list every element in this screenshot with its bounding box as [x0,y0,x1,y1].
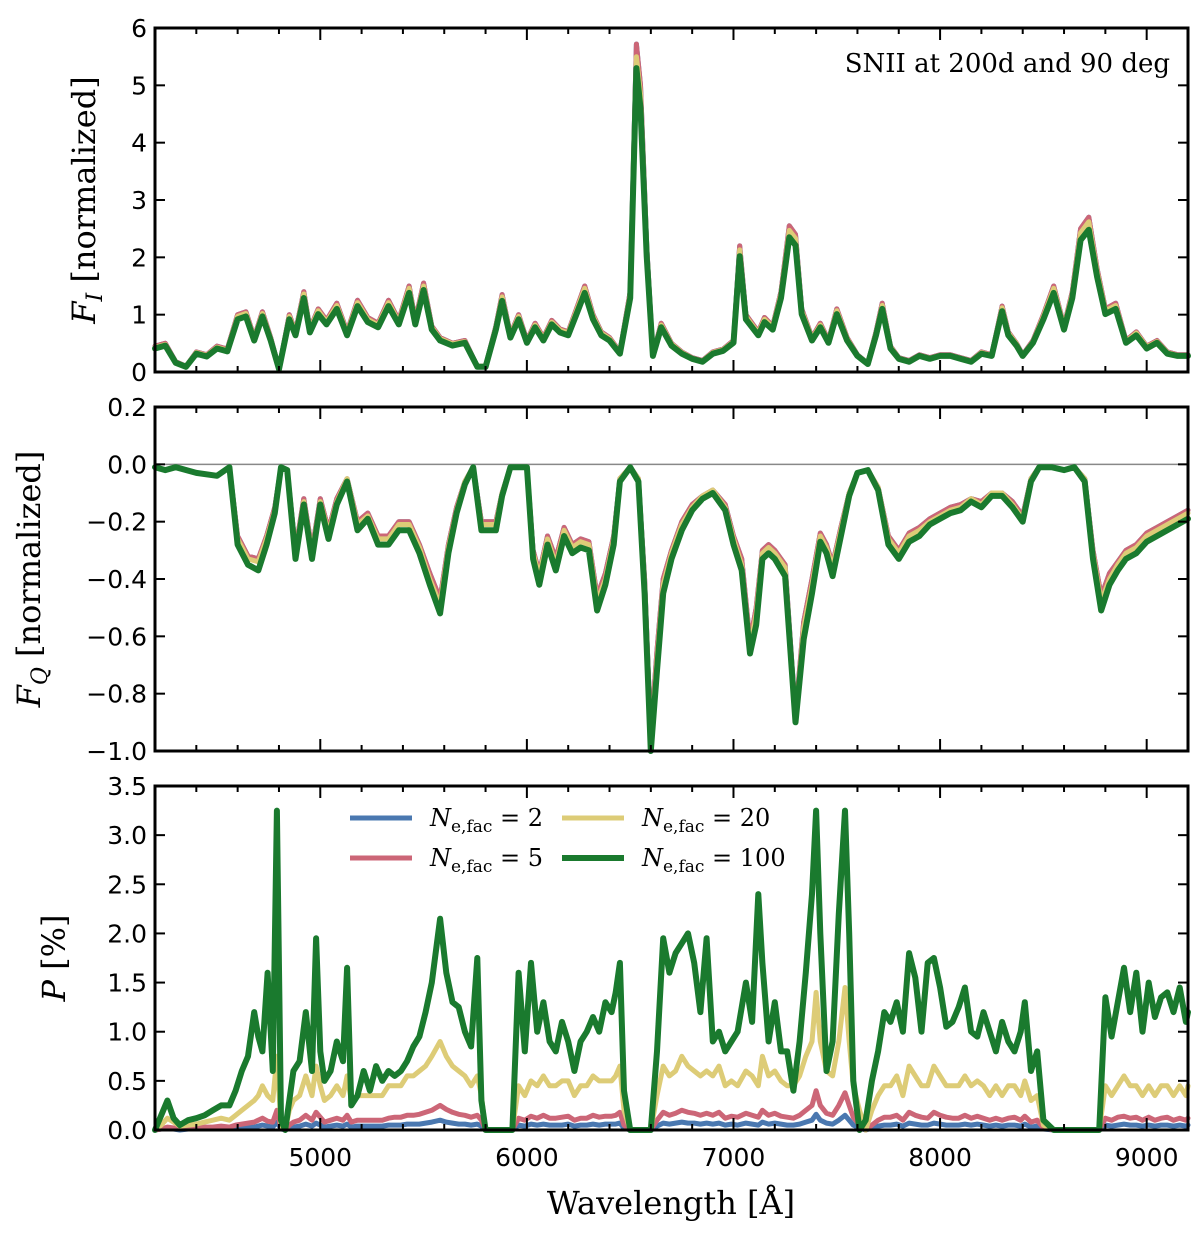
p-ytick-label: 0.5 [107,1067,147,1096]
fi-ytick-label: 2 [131,243,147,272]
xtick-label: 5000 [288,1143,352,1172]
fi-ytick-label: 6 [131,14,147,43]
xtick-label: 8000 [908,1143,972,1172]
legend-label-ne2: Ne,fac = 2 [429,804,543,837]
p-y-ticks: 0.0 0.5 1.0 1.5 2.0 2.5 3.0 3.5 [107,772,1189,1145]
p-ytick-label: 2.0 [107,919,147,948]
fq-series-ne2 [152,464,1191,740]
p-ytick-label: 0.0 [107,1116,147,1145]
xtick-label: 6000 [495,1143,559,1172]
x-ticks: 5000 6000 7000 8000 9000 [288,1143,1178,1172]
legend-ne100-eq: = 100 [704,844,785,872]
p-series-ne20 [152,985,1191,1133]
p-series-ne100 [152,807,1191,1133]
fq-ylabel-var: F [10,683,48,708]
fq-series-group [152,464,1191,754]
fi-ytick-label: 1 [131,301,147,330]
legend-label-ne20: Ne,fac = 20 [641,804,770,837]
fi-series-ne100 [152,65,1191,373]
fq-ytick-label: 0.0 [107,450,147,479]
fi-ylabel-var: F [65,300,103,325]
fi-ytick-label: 0 [131,358,147,387]
panel-flux-q: −1.0 −0.8 −0.6 −0.4 −0.2 0.0 0.2 FQ [normalize… [10,393,1191,766]
fq-ytick-label: −1.0 [86,737,147,766]
legend-ne5-sub: e,fac [451,857,492,877]
fq-plot-frame [153,405,1190,753]
fq-series-ne20 [152,464,1191,748]
fq-ytick-label: 0.2 [107,393,147,422]
legend-ne2-var: N [429,804,452,832]
fi-series-group [152,41,1191,373]
legend-ne20-var: N [641,804,664,832]
p-ytick-label: 3.0 [107,821,147,850]
fq-ylabel: FQ [normalized] [10,451,53,709]
fq-ytick-label: −0.2 [86,508,147,537]
fq-ytick-label: −0.4 [86,565,147,594]
fq-series-ne5 [152,464,1191,740]
legend: Ne,fac = 2 Ne,fac = 5 Ne,fac = 20 Ne,fac… [350,804,786,877]
legend-label-ne100: Ne,fac = 100 [641,844,786,877]
legend-ne5-var: N [429,844,452,872]
fi-ylabel-text: [normalized] [65,76,103,292]
fi-ylabel-sub: I [83,291,108,302]
p-series-ne5 [152,1088,1191,1133]
panel-flux-intensity: 0 1 2 3 4 5 6 SNII at 200d and 90 deg FI [norm… [65,14,1191,387]
fq-series-ne100 [152,464,1191,754]
fi-y-ticks: 0 1 2 3 4 5 6 [131,14,1189,387]
p-plot-frame [153,784,1190,1132]
fi-ytick-label: 3 [131,186,147,215]
xtick-label: 7000 [702,1143,766,1172]
fq-ylabel-sub: Q [28,667,53,685]
xtick-label: 9000 [1115,1143,1179,1172]
legend-ne100-var: N [641,844,664,872]
p-ytick-label: 3.5 [107,772,147,801]
legend-ne5-eq: = 5 [492,844,543,872]
fq-y-ticks: −1.0 −0.8 −0.6 −0.4 −0.2 0.0 0.2 [86,393,1189,766]
p-ytick-label: 1.0 [107,1018,147,1047]
p-ytick-label: 1.5 [107,969,147,998]
p-ylabel-var: P [35,980,73,1003]
p-ylabel-text: [%] [35,914,73,980]
p-ytick-label: 2.5 [107,870,147,899]
panel-polarization: 0.0 0.5 1.0 1.5 2.0 2.5 3.0 3.5 5000 6000 7000 800… [35,772,1191,1222]
fi-ylabel: FI [normalized] [65,76,108,324]
x-axis-label: Wavelength [Å] [547,1184,795,1222]
fi-ytick-label: 5 [131,71,147,100]
fq-ytick-label: −0.8 [86,680,147,709]
legend-ne20-sub: e,fac [663,817,704,837]
fq-ytick-label: −0.6 [86,622,147,651]
legend-label-ne5: Ne,fac = 5 [429,844,543,877]
legend-ne2-sub: e,fac [451,817,492,837]
legend-ne20-eq: = 20 [704,804,770,832]
fq-ylabel-text: [normalized] [10,451,48,667]
fi-ytick-label: 4 [131,129,147,158]
p-ylabel: P [%] [35,914,73,1002]
legend-ne2-eq: = 2 [492,804,543,832]
fi-annotation: SNII at 200d and 90 deg [845,49,1170,79]
legend-ne100-sub: e,fac [663,857,704,877]
